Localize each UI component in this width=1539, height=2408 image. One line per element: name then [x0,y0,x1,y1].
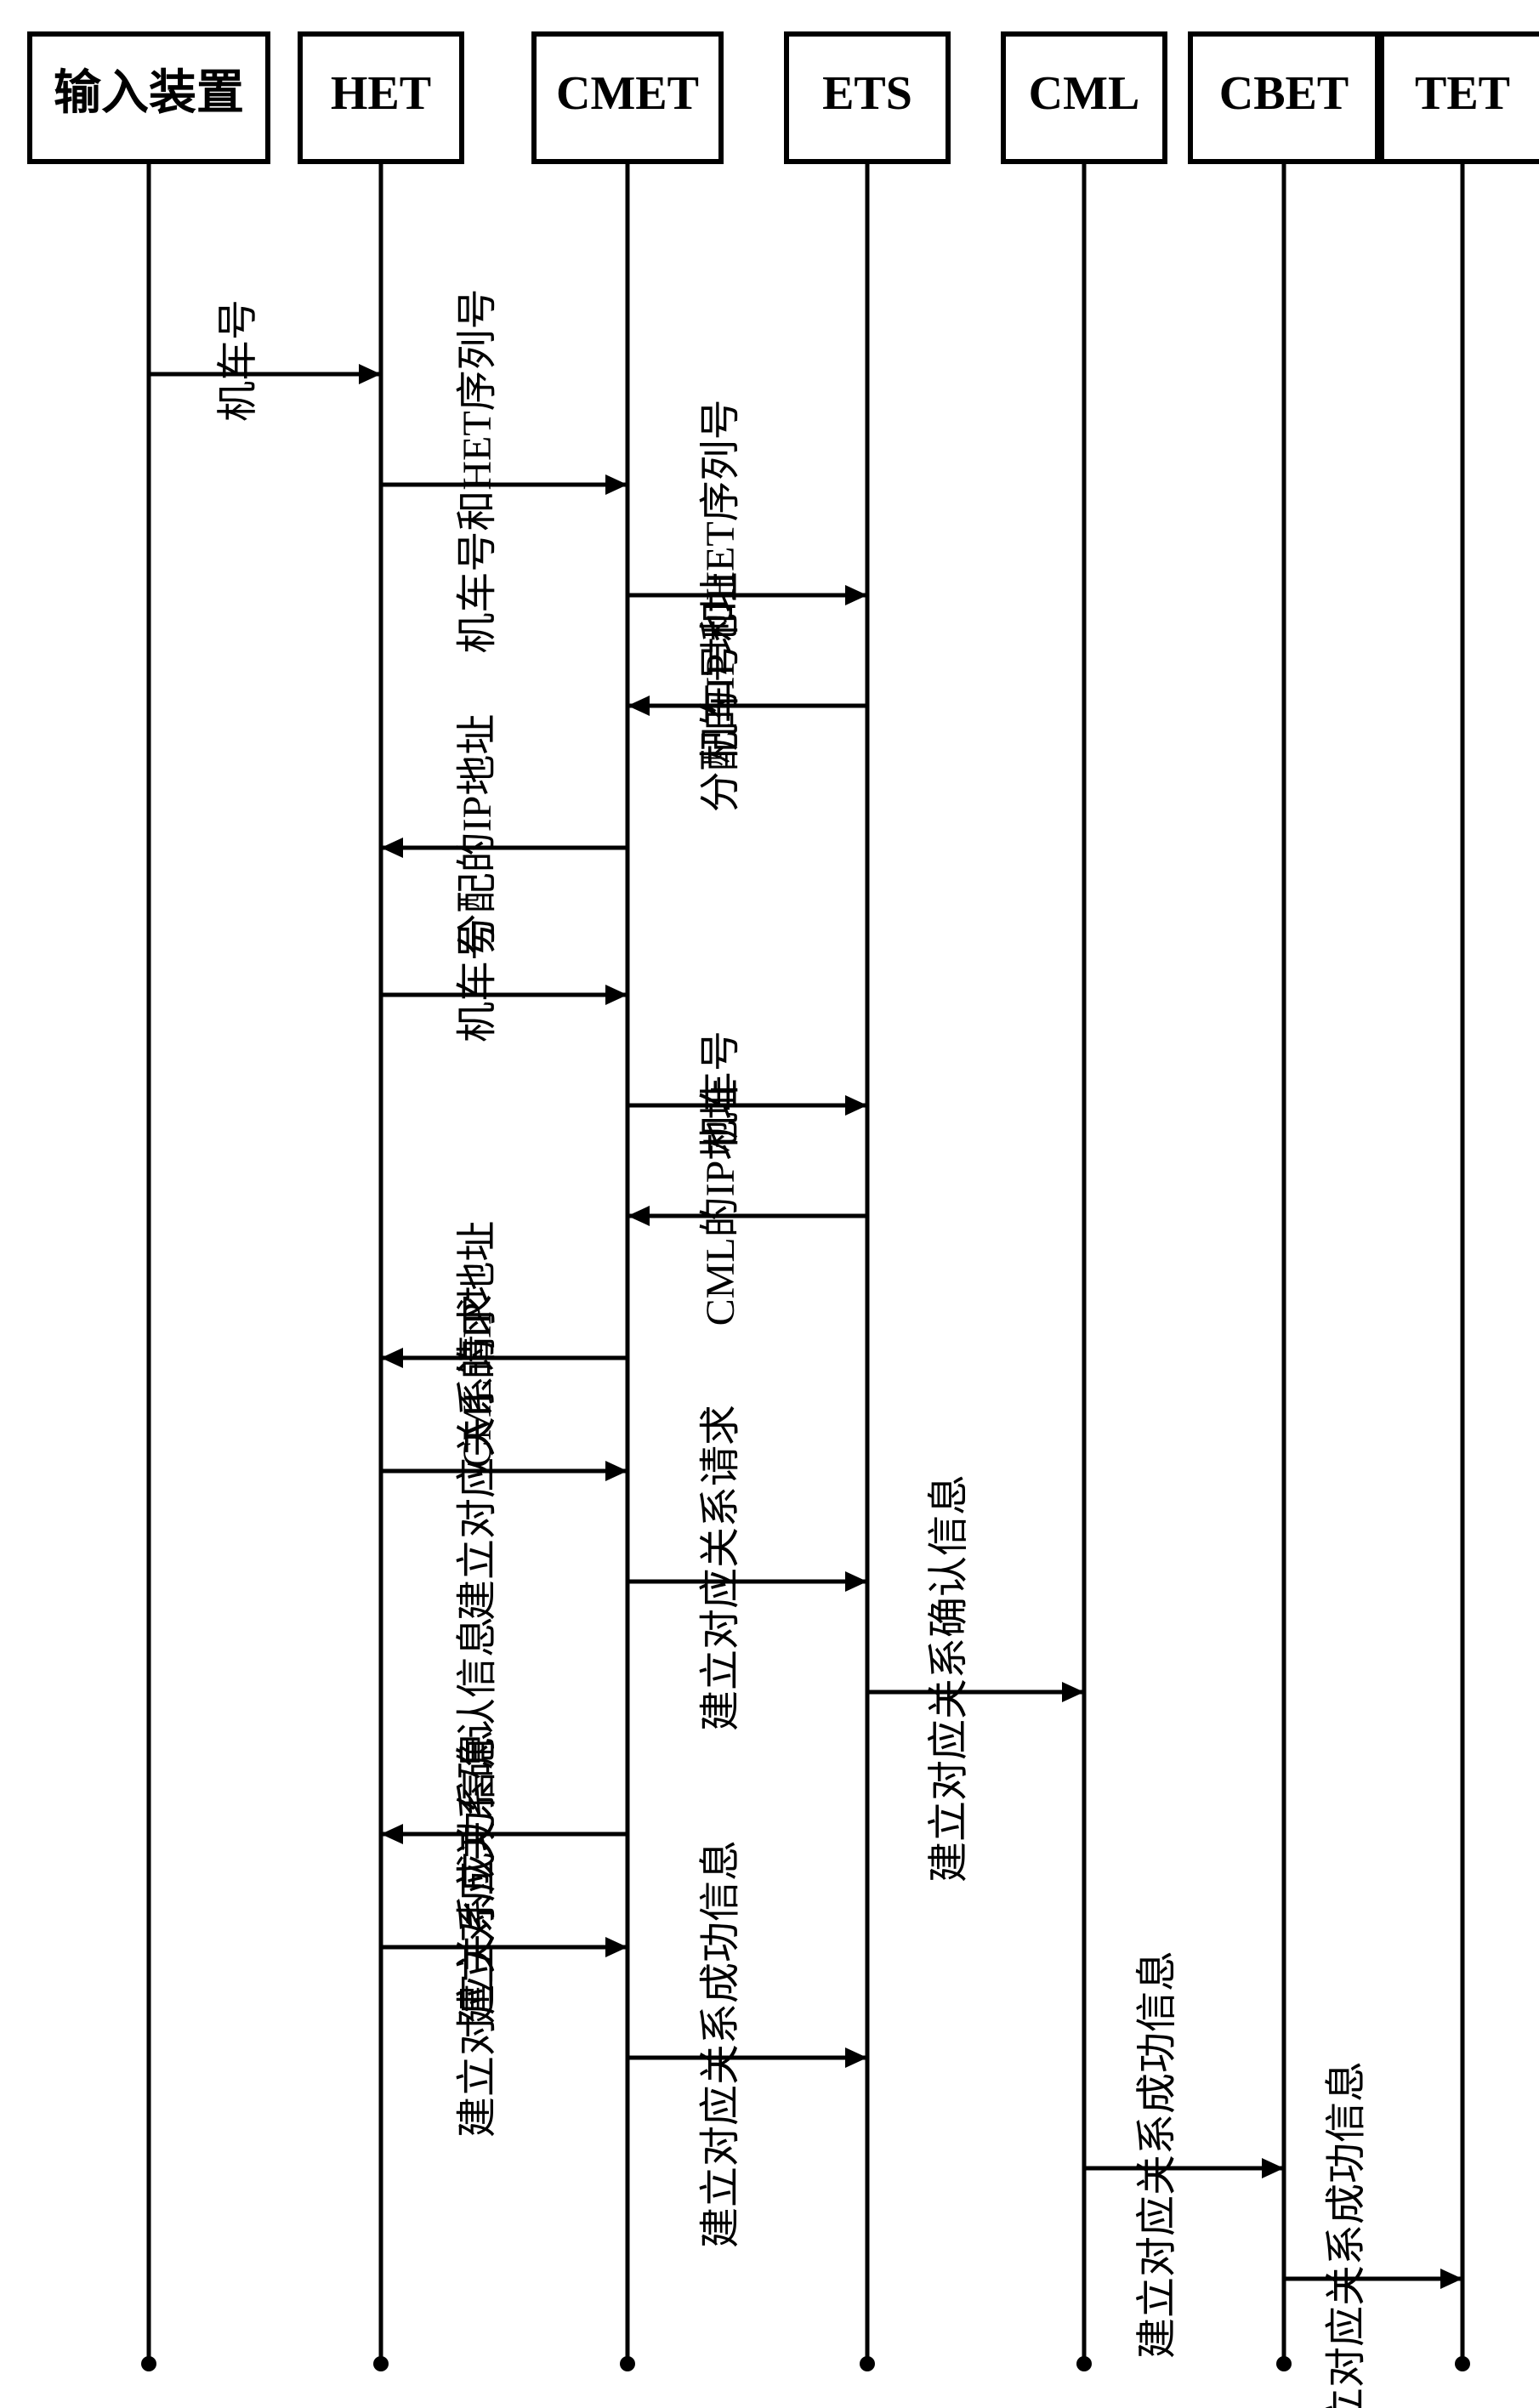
message-label-0: 机车号 [216,299,261,422]
message-label-10: 建立对应关系请求 [698,1405,743,1731]
participant-label-het: HET [331,67,431,120]
message-arrow-15 [1262,2158,1284,2178]
message-label-3: 分配的IP地址 [698,572,743,813]
message-arrow-4 [381,838,403,858]
message-arrow-13 [605,1937,628,1957]
message-label-11: 建立对应关系确认信息 [927,1474,972,1883]
message-arrow-3 [628,696,650,716]
participant-label-tet: TET [1415,67,1510,120]
lifeline-end-het [373,2356,389,2371]
message-label-7: CML的IP地址 [698,1079,743,1326]
lifeline-end-cml [1076,2356,1092,2371]
message-arrow-7 [628,1206,650,1226]
participant-label-cmet: CMET [556,67,699,120]
message-label-13: 建立对应关系成功信息 [455,1729,500,2138]
participant-label-ets: ETS [822,67,912,120]
message-arrow-2 [845,585,867,605]
message-arrow-0 [359,364,381,384]
message-label-4: 分配的IP地址 [455,714,500,955]
lifeline-end-cbet [1276,2356,1292,2371]
message-arrow-9 [605,1461,628,1481]
message-arrow-12 [381,1824,403,1844]
message-arrow-8 [381,1348,403,1368]
message-arrow-1 [605,474,628,495]
message-label-15: 建立对应关系成功信息 [1135,1951,1180,2359]
message-arrow-6 [845,1095,867,1116]
lifeline-end-cmet [620,2356,635,2371]
participant-label-cbet: CBET [1219,67,1349,120]
participant-label-input: 输入装置 [54,67,244,120]
message-arrow-10 [845,1571,867,1592]
lifeline-end-ets [860,2356,875,2371]
message-label-1: 机车号和HET序列号 [455,288,500,653]
lifeline-end-tet [1455,2356,1470,2371]
message-label-5: 机车号 [455,920,500,1042]
message-arrow-11 [1062,1682,1084,1702]
message-arrow-5 [605,985,628,1005]
message-arrow-16 [1440,2269,1462,2289]
message-label-16: 建立对应关系成功信息 [1324,2061,1369,2408]
message-arrow-14 [845,2047,867,2068]
message-label-9: 建立对应关系请求 [455,1294,500,1621]
lifeline-end-input [141,2356,156,2371]
message-label-14: 建立对应关系成功信息 [698,1840,743,2248]
participant-label-cml: CML [1029,67,1140,120]
